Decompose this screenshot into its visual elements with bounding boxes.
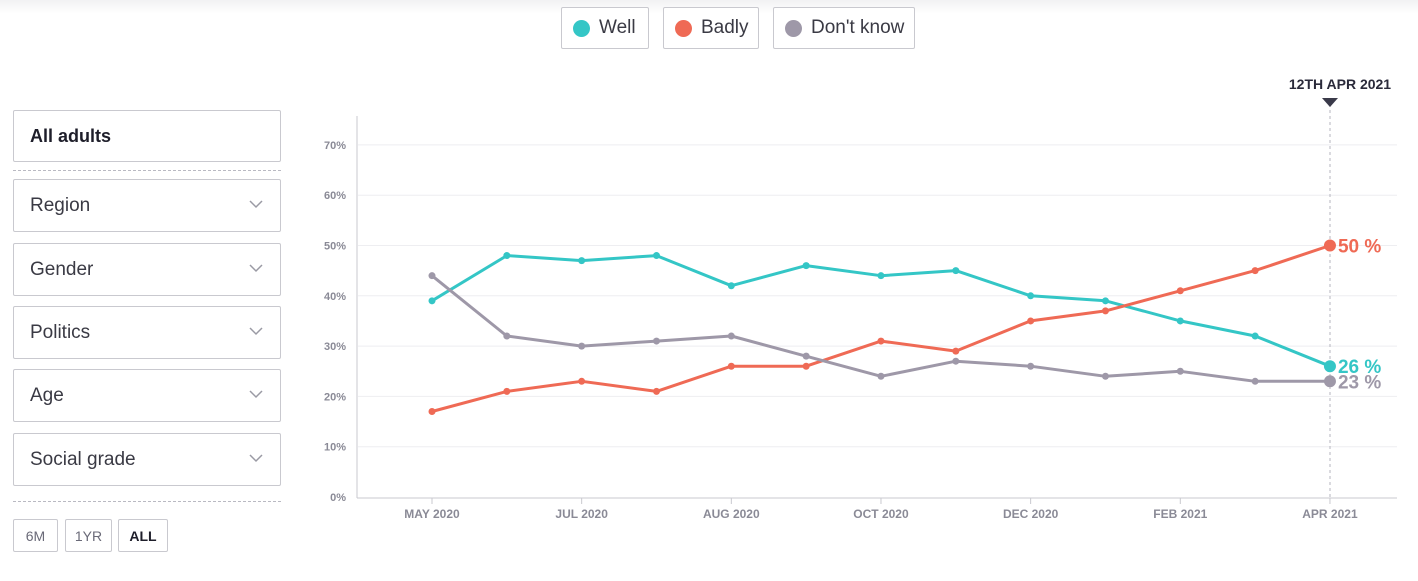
current-date-label: 12TH APR 2021 xyxy=(1289,76,1391,92)
legend-badly-label: Badly xyxy=(701,17,749,38)
y-tick-label: 10% xyxy=(324,442,346,454)
data-point[interactable] xyxy=(802,352,810,360)
data-point[interactable] xyxy=(428,407,436,415)
data-point[interactable] xyxy=(1251,267,1259,275)
data-point[interactable] xyxy=(1176,367,1184,375)
data-point[interactable] xyxy=(1251,332,1259,340)
chevron-down-icon xyxy=(249,453,263,462)
legend-dont-know-dot-icon xyxy=(785,19,802,37)
series-end-label: 23 % xyxy=(1338,372,1381,393)
chevron-down-icon xyxy=(249,263,263,272)
range-1yr-label: 1YR xyxy=(74,527,103,544)
filter-region-dropdown[interactable]: Region xyxy=(13,179,281,232)
y-tick-label: 50% xyxy=(324,241,346,253)
series-line-2 xyxy=(431,274,1330,383)
data-point[interactable] xyxy=(578,342,586,350)
x-tick-label: FEB 2021 xyxy=(1153,507,1207,521)
y-tick-label: 30% xyxy=(324,341,346,353)
filter-politics-label: Politics xyxy=(30,321,91,343)
data-point[interactable] xyxy=(1101,307,1109,315)
series-end-label: 50 % xyxy=(1338,237,1381,258)
current-date-marker-icon xyxy=(1322,98,1338,107)
data-point[interactable] xyxy=(802,362,810,370)
data-point[interactable] xyxy=(503,332,511,340)
data-point[interactable] xyxy=(1323,360,1336,373)
data-point[interactable] xyxy=(727,332,735,340)
legend-well-label: Well xyxy=(599,17,636,38)
y-tick-label: 20% xyxy=(324,391,346,403)
range-6m-label: 6M xyxy=(25,527,46,544)
chevron-down-icon xyxy=(249,326,263,335)
chevron-down-icon xyxy=(249,199,263,208)
legend-badly-dot-icon xyxy=(675,19,692,37)
sidebar-divider-bottom xyxy=(13,501,281,502)
x-tick-label: MAY 2020 xyxy=(404,507,460,521)
x-tick-label: APR 2021 xyxy=(1302,507,1358,521)
data-point[interactable] xyxy=(652,387,660,395)
range-1yr-button[interactable]: 1YR xyxy=(65,519,112,552)
filter-age-label: Age xyxy=(30,384,64,406)
data-point[interactable] xyxy=(877,272,885,280)
filter-gender-label: Gender xyxy=(30,258,94,280)
data-point[interactable] xyxy=(1323,239,1336,252)
data-point[interactable] xyxy=(1101,372,1109,380)
legend-dont-know-label: Don't know xyxy=(811,17,905,38)
legend-dont-know-button[interactable]: Don't know xyxy=(773,7,915,49)
x-tick-label: OCT 2020 xyxy=(853,507,909,521)
sidebar-divider-top xyxy=(13,170,281,171)
data-point[interactable] xyxy=(503,252,511,260)
data-point[interactable] xyxy=(578,377,586,385)
data-point[interactable] xyxy=(1176,317,1184,325)
data-point[interactable] xyxy=(1101,297,1109,305)
filter-politics-dropdown[interactable]: Politics xyxy=(13,306,281,359)
series-line-1 xyxy=(431,244,1331,413)
data-point[interactable] xyxy=(952,357,960,365)
filter-gender-dropdown[interactable]: Gender xyxy=(13,243,281,296)
range-all-button[interactable]: ALL xyxy=(118,519,168,552)
data-point[interactable] xyxy=(578,257,586,265)
range-all-label: ALL xyxy=(129,527,157,544)
audience-all-adults[interactable]: All adults xyxy=(13,110,281,162)
data-point[interactable] xyxy=(652,337,660,345)
y-tick-label: 40% xyxy=(324,291,346,303)
data-point[interactable] xyxy=(877,337,885,345)
data-point[interactable] xyxy=(1027,292,1035,300)
legend-well-dot-icon xyxy=(573,19,590,37)
filter-region-label: Region xyxy=(30,194,91,216)
data-point[interactable] xyxy=(877,372,885,380)
filter-age-dropdown[interactable]: Age xyxy=(13,369,281,422)
data-point[interactable] xyxy=(952,347,960,355)
legend-badly-button[interactable]: Badly xyxy=(663,7,759,49)
data-point[interactable] xyxy=(652,252,660,260)
y-tick-label: 60% xyxy=(324,190,346,202)
data-point[interactable] xyxy=(1176,287,1184,295)
range-6m-button[interactable]: 6M xyxy=(13,519,58,552)
legend-well-button[interactable]: Well xyxy=(561,7,649,49)
x-tick-label: DEC 2020 xyxy=(1003,507,1059,521)
data-point[interactable] xyxy=(1027,362,1035,370)
x-tick-label: AUG 2020 xyxy=(703,507,760,521)
y-tick-label: 70% xyxy=(324,140,346,152)
filter-social-grade-dropdown[interactable]: Social grade xyxy=(13,433,281,486)
data-point[interactable] xyxy=(1251,377,1259,385)
audience-all-adults-label: All adults xyxy=(30,125,112,146)
data-point[interactable] xyxy=(1027,317,1035,325)
chevron-down-icon xyxy=(249,389,263,398)
filter-social-grade-label: Social grade xyxy=(30,448,136,470)
data-point[interactable] xyxy=(1323,375,1336,388)
y-tick-label: 0% xyxy=(330,492,346,504)
data-point[interactable] xyxy=(952,267,960,275)
data-point[interactable] xyxy=(428,297,436,305)
data-point[interactable] xyxy=(428,272,436,280)
series-end-label: 26 % xyxy=(1338,357,1381,378)
data-point[interactable] xyxy=(802,262,810,270)
data-point[interactable] xyxy=(727,362,735,370)
data-point[interactable] xyxy=(727,282,735,290)
data-point[interactable] xyxy=(503,387,511,395)
x-tick-label: JUL 2020 xyxy=(555,507,608,521)
